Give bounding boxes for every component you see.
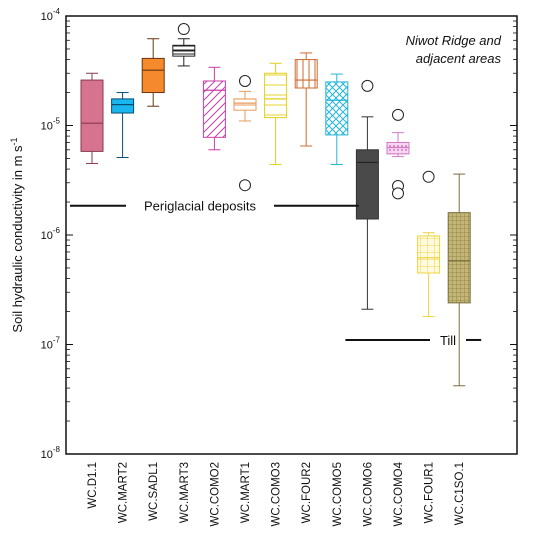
x-tick-label: WC.COMO3 [271,462,283,527]
box-iqr [233,98,257,111]
boxes [80,23,471,387]
x-tick-label: WC.MART3 [179,462,191,523]
x-tick-label: WC.FOUR1 [424,462,436,523]
outlier-point [392,108,404,121]
y-axis-label: Soil hydraulic conductivity in m s-1 [9,137,25,332]
outlier-point [392,187,404,200]
box-WC.MART2 [111,92,135,159]
x-tick-label: WC.C1SO.1 [454,462,466,525]
box-iqr [447,212,471,304]
outlier-point [239,74,251,87]
box-iqr [111,98,135,114]
box-WC.SADL1 [141,38,165,107]
y-tick-label: 10-7 [41,336,61,352]
x-tick-label: WC.FOUR2 [301,462,313,523]
box-iqr [141,57,165,94]
y-tick-label: 10-5 [41,117,61,133]
annotation-label: Periglacial deposits [144,199,257,214]
box-iqr [294,59,318,89]
box-iqr [355,149,379,220]
x-tick-label: WC.MART1 [240,462,252,523]
box-WC.COMO5 [325,73,349,166]
x-tick-label: WC.COMO5 [332,462,344,527]
outlier-point [361,79,374,92]
outlier-point [239,179,251,192]
box-WC.COMO4 [386,108,410,200]
box-iqr [386,141,410,155]
box-WC.COMO6 [355,79,379,310]
y-tick-label: 10-6 [41,226,61,242]
annotation-label: Till [440,333,456,348]
annotation-periglacial-deposits: Periglacial deposits [70,199,359,214]
chart-title-line-1: Niwot Ridge and [406,33,502,48]
box-iqr [80,79,104,152]
x-tick-label: WC.COMO4 [393,461,405,526]
outlier-point [177,23,190,36]
outlier-point [422,170,435,183]
y-tick-label: 10-8 [41,445,61,461]
annotation-till: Till [345,333,482,348]
annotations: Periglacial deposits Till [70,199,482,348]
box-WC.C1SO.1 [447,173,471,387]
x-tick-label: WC.MART2 [118,462,130,523]
box-WC.FOUR1 [417,170,441,318]
box-WC.COMO2 [202,66,226,151]
box-WC.MART3 [172,23,196,67]
x-tick-labels: WC.D1.1 WC.MART2 WC.SADL1 WC.MART3 WC.COMO2 W… [87,461,466,526]
chart-title-line-2: adjacent areas [416,51,502,66]
box-iqr [417,235,441,274]
x-tick-label: WC.COMO6 [362,462,374,527]
y-axis-label-text: Soil hydraulic conductivity in m s [10,145,25,333]
y-axis-label-sup: -1 [9,137,19,145]
y-tick-label: 10-4 [41,7,61,23]
box-iqr [264,72,288,119]
y-ticks: 10-4 10-5 10-6 10-7 10-8 [41,7,517,461]
box-WC.MART1 [233,74,257,192]
box-iqr [202,80,226,138]
x-tick-label: WC.COMO2 [209,462,221,527]
box-WC.COMO3 [264,62,288,166]
box-WC.FOUR2 [294,52,318,147]
x-tick-label: WC.D1.1 [87,462,99,509]
box-iqr [325,81,349,136]
x-tick-label: WC.SADL1 [148,462,160,521]
box-WC.D1.1 [80,72,104,164]
